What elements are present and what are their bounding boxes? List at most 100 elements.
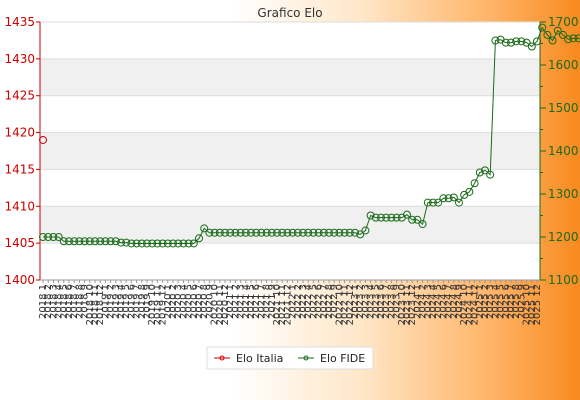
data-point <box>226 228 235 237</box>
data-point <box>91 237 99 246</box>
data-point <box>533 37 541 46</box>
data-point <box>559 30 567 39</box>
y-left-tick-label: 1400 <box>4 273 35 287</box>
data-point <box>101 237 110 246</box>
x-tick-label: 2018 12 <box>95 284 106 325</box>
data-point <box>189 239 198 248</box>
x-tick-label: 2018 1 <box>38 284 49 319</box>
data-point <box>325 228 333 237</box>
x-tick-label: 2025 10 <box>522 284 533 325</box>
data-point <box>569 34 578 43</box>
data-point <box>345 228 354 237</box>
data-point <box>413 215 422 224</box>
x-tick-label: 2021 5 <box>246 284 257 319</box>
data-point <box>153 239 162 248</box>
x-tick-label: 2024 11 <box>464 284 475 325</box>
x-tick-label: 2024 9 <box>454 284 465 319</box>
data-point <box>236 228 245 237</box>
data-point <box>543 30 552 39</box>
data-point <box>564 35 573 44</box>
x-tick-label: 2020 5 <box>184 284 195 319</box>
data-point <box>210 228 219 237</box>
data-point <box>273 228 281 237</box>
data-point <box>231 228 240 237</box>
data-point <box>501 38 510 47</box>
data-point <box>423 198 432 207</box>
data-point <box>44 233 53 241</box>
data-point <box>148 239 157 248</box>
x-tick-label: 2022 8 <box>324 284 335 319</box>
data-point <box>283 228 292 237</box>
x-tick-label: 2021 9 <box>267 284 278 319</box>
x-tick-label: 2024 5 <box>433 284 444 319</box>
legend-swatch-marker <box>219 355 225 361</box>
chart-title: Grafico Elo <box>257 6 322 20</box>
x-tick-label: 2019 2 <box>106 284 117 319</box>
x-tick-label: 2022 7 <box>319 284 330 319</box>
y-left-tick-label: 1435 <box>4 15 35 29</box>
data-point <box>475 168 484 177</box>
data-point <box>444 194 453 203</box>
x-tick-label: 2023 10 <box>397 284 408 325</box>
data-point <box>299 228 307 237</box>
data-point <box>163 239 172 248</box>
y-left-tick-label: 1415 <box>4 162 35 176</box>
x-tick-label: 2018 10 <box>85 284 96 325</box>
legend-item: Elo Italia <box>214 352 283 365</box>
x-tick-label: 2019 8 <box>137 284 148 319</box>
plot-band <box>40 206 540 244</box>
data-point <box>80 237 89 246</box>
data-point <box>449 193 458 202</box>
x-tick-label: 2024 4 <box>428 284 439 319</box>
data-point <box>122 238 131 247</box>
x-tick-label: 2021 10 <box>272 284 283 325</box>
x-tick-label: 2020 10 <box>210 284 221 325</box>
data-point <box>553 26 562 35</box>
x-tick-label: 2022 3 <box>298 284 309 319</box>
x-tick-label: 2025 9 <box>516 284 527 319</box>
x-tick-label: 2021 1 <box>225 284 236 319</box>
y-right-tick-label: 1600 <box>548 58 579 72</box>
data-point <box>111 237 120 246</box>
data-point <box>262 228 271 237</box>
x-tick-label: 2023 7 <box>381 284 392 319</box>
x-tick-label: 2021 2 <box>230 284 241 319</box>
x-tick-label: 2025 4 <box>490 284 501 319</box>
plot-area <box>40 22 540 280</box>
x-tick-label: 2018 7 <box>69 284 80 319</box>
data-point <box>340 228 349 237</box>
x-tick-label: 2024 1 <box>412 284 423 319</box>
x-tick-label: 2025 6 <box>501 284 512 319</box>
x-tick-label: 2025 8 <box>511 284 522 319</box>
data-point <box>179 239 188 248</box>
data-point <box>366 211 375 220</box>
data-point <box>205 228 214 237</box>
y-right-tick-label: 1500 <box>548 101 579 115</box>
data-point <box>408 215 417 224</box>
x-tick-label: 2022 4 <box>303 284 314 319</box>
x-tick-label: 2018 8 <box>74 284 85 319</box>
data-point <box>304 228 313 237</box>
x-tick-label: 2024 12 <box>470 284 481 325</box>
data-point <box>507 38 515 47</box>
data-point <box>548 36 557 45</box>
legend: Elo Italia Elo FIDE <box>206 346 374 370</box>
x-tick-label: 2021 8 <box>262 284 273 319</box>
data-point <box>465 187 474 196</box>
data-point <box>200 224 209 233</box>
x-tick-label: 2023 8 <box>386 284 397 319</box>
data-point <box>267 228 276 237</box>
data-point <box>85 237 94 246</box>
data-point <box>169 239 177 248</box>
data-point <box>96 237 105 246</box>
x-tick-label: 2024 6 <box>438 284 449 319</box>
x-tick-label: 2022 2 <box>293 284 304 319</box>
legend-box <box>206 346 374 370</box>
data-point <box>371 213 380 222</box>
data-point <box>174 239 183 248</box>
x-tick-label: 2018 6 <box>64 284 75 319</box>
y-right-tick-label: 1200 <box>548 230 579 244</box>
data-point <box>137 239 146 248</box>
data-point <box>387 213 396 222</box>
